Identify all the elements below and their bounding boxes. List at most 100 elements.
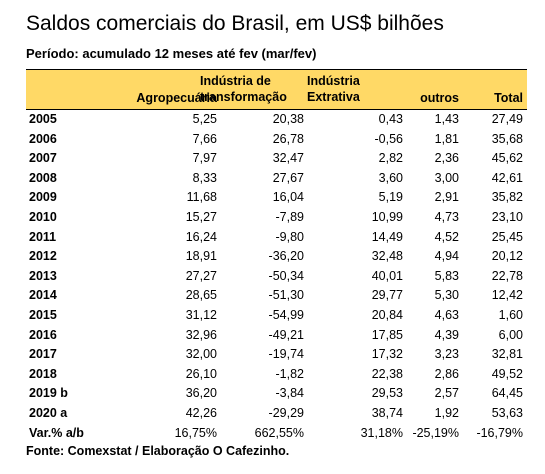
header-agropecuaria: Agropecuária — [136, 91, 217, 105]
table-row: 2020 a 42,26 -29,29 38,74 1,92 53,63 — [26, 404, 527, 424]
cell-agropecuaria: 27,27 — [185, 268, 217, 283]
cell-industria-extrativa: -0,56 — [374, 131, 404, 146]
cell-industria-transformacao: 16,04 — [272, 190, 304, 205]
table-row: 2005 5,25 20,38 0,43 1,43 27,49 — [26, 110, 527, 130]
cell-outros: 1,81 — [434, 131, 459, 146]
cell-industria-extrativa: 20,84 — [371, 307, 403, 322]
cell-outros: 1,43 — [434, 112, 459, 126]
cell-industria-extrativa: 38,74 — [371, 405, 403, 420]
cell-agropecuaria: 7,97 — [192, 151, 217, 166]
cell-outros: -25,19% — [412, 425, 459, 440]
cell-agropecuaria: 28,65 — [185, 288, 217, 303]
cell-outros: 2,86 — [434, 366, 459, 381]
cell-outros: 4,73 — [434, 209, 459, 224]
cell-industria-transformacao: 20,38 — [272, 112, 304, 126]
table-row: 2010 15,27 -7,89 10,99 4,73 23,10 — [26, 208, 527, 228]
cell-industria-extrativa: 29,77 — [371, 288, 403, 303]
cell-year: 2016 — [29, 327, 57, 342]
table-row: 2013 27,27 -50,34 40,01 5,83 22,78 — [26, 267, 527, 287]
cell-year: 2017 — [29, 347, 57, 362]
cell-year: 2011 — [29, 229, 57, 244]
table-row: 2018 26,10 -1,82 22,38 2,86 49,52 — [26, 365, 527, 385]
cell-outros: 1,92 — [434, 405, 459, 420]
cell-industria-transformacao: -19,74 — [268, 347, 304, 362]
cell-outros: 2,91 — [434, 190, 459, 205]
cell-industria-transformacao: -50,34 — [268, 268, 304, 283]
cell-year: 2018 — [29, 366, 57, 381]
table-row: 2014 28,65 -51,30 29,77 5,30 12,42 — [26, 286, 527, 306]
cell-agropecuaria: 16,24 — [185, 229, 217, 244]
cell-agropecuaria: 32,96 — [185, 327, 217, 342]
cell-total: 45,62 — [491, 151, 523, 166]
cell-outros: 4,63 — [434, 307, 459, 322]
table-row: 2007 7,97 32,47 2,82 2,36 45,62 — [26, 149, 527, 169]
cell-outros: 3,00 — [434, 170, 459, 185]
cell-total: 32,81 — [491, 347, 523, 362]
table-row: 2015 31,12 -54,99 20,84 4,63 1,60 — [26, 306, 527, 326]
cell-industria-transformacao: -3,84 — [275, 386, 305, 401]
header-outros: outros — [420, 91, 459, 105]
cell-total: 35,82 — [491, 190, 523, 205]
cell-agropecuaria: 36,20 — [185, 386, 217, 401]
cell-outros: 2,57 — [434, 386, 459, 401]
cell-total: 1,60 — [498, 307, 523, 322]
cell-agropecuaria: 42,26 — [185, 405, 217, 420]
cell-year: 2020 a — [29, 405, 68, 420]
cell-year: Var.% a/b — [29, 425, 84, 440]
cell-industria-extrativa: 17,32 — [371, 347, 403, 362]
cell-total: 22,78 — [491, 268, 523, 283]
cell-total: 49,52 — [491, 366, 523, 381]
cell-industria-extrativa: 31,18% — [360, 425, 403, 440]
table-row: 2017 32,00 -19,74 17,32 3,23 32,81 — [26, 345, 527, 365]
cell-industria-transformacao: -51,30 — [268, 288, 304, 303]
cell-industria-extrativa: 2,82 — [378, 151, 403, 166]
table-title: Saldos comerciais do Brasil, em US$ bilh… — [26, 12, 444, 35]
cell-outros: 4,94 — [434, 249, 459, 264]
cell-agropecuaria: 18,91 — [185, 249, 217, 264]
cell-total: 64,45 — [491, 386, 523, 401]
cell-industria-extrativa: 40,01 — [371, 268, 403, 283]
cell-agropecuaria: 31,12 — [185, 307, 217, 322]
cell-industria-transformacao: -36,20 — [268, 249, 304, 264]
header-industria-extrativa-line1: Indústria — [307, 74, 360, 88]
cell-total: 6,00 — [498, 327, 523, 342]
table-row: Var.% a/b 16,75% 662,55% 31,18% -25,19% -16,7… — [26, 424, 527, 444]
cell-industria-extrativa: 22,38 — [371, 366, 403, 381]
cell-year: 2019 b — [29, 386, 68, 401]
cell-total: 12,42 — [491, 288, 523, 303]
cell-year: 2014 — [29, 288, 57, 303]
cell-total: 20,12 — [491, 249, 523, 264]
cell-agropecuaria: 15,27 — [185, 209, 217, 224]
cell-year: 2010 — [29, 209, 57, 224]
table-header: Agropecuária Indústria de transformação … — [26, 69, 527, 110]
cell-industria-extrativa: 17,85 — [371, 327, 403, 342]
cell-year: 2009 — [29, 190, 57, 205]
cell-agropecuaria: 32,00 — [185, 347, 217, 362]
cell-industria-extrativa: 14,49 — [371, 229, 403, 244]
cell-industria-transformacao: 27,67 — [272, 170, 304, 185]
cell-industria-extrativa: 10,99 — [371, 209, 403, 224]
cell-industria-extrativa: 0,43 — [378, 112, 403, 126]
cell-industria-transformacao: -9,80 — [275, 229, 305, 244]
cell-outros: 4,52 — [434, 229, 459, 244]
cell-year: 2013 — [29, 268, 57, 283]
table-row: 2006 7,66 26,78 -0,56 1,81 35,68 — [26, 130, 527, 150]
table-row: 2011 16,24 -9,80 14,49 4,52 25,45 — [26, 228, 527, 248]
cell-year: 2012 — [29, 249, 57, 264]
cell-total: 53,63 — [491, 405, 523, 420]
cell-agropecuaria: 5,25 — [192, 112, 217, 126]
cell-industria-transformacao: -29,29 — [268, 405, 304, 420]
table-row: 2012 18,91 -36,20 32,48 4,94 20,12 — [26, 247, 527, 267]
cell-total: 42,61 — [491, 170, 523, 185]
cell-industria-transformacao: -49,21 — [268, 327, 304, 342]
cell-total: -16,79% — [476, 425, 523, 440]
header-industria-extrativa-line2: Extrativa — [307, 90, 360, 104]
cell-industria-transformacao: 26,78 — [272, 131, 304, 146]
table-row: 2016 32,96 -49,21 17,85 4,39 6,00 — [26, 326, 527, 346]
cell-total: 23,10 — [491, 209, 523, 224]
cell-agropecuaria: 8,33 — [192, 170, 217, 185]
cell-agropecuaria: 7,66 — [192, 131, 217, 146]
table-row: 2019 b 36,20 -3,84 29,53 2,57 64,45 — [26, 384, 527, 404]
cell-industria-extrativa: 5,19 — [378, 190, 403, 205]
cell-industria-transformacao: -54,99 — [268, 307, 304, 322]
